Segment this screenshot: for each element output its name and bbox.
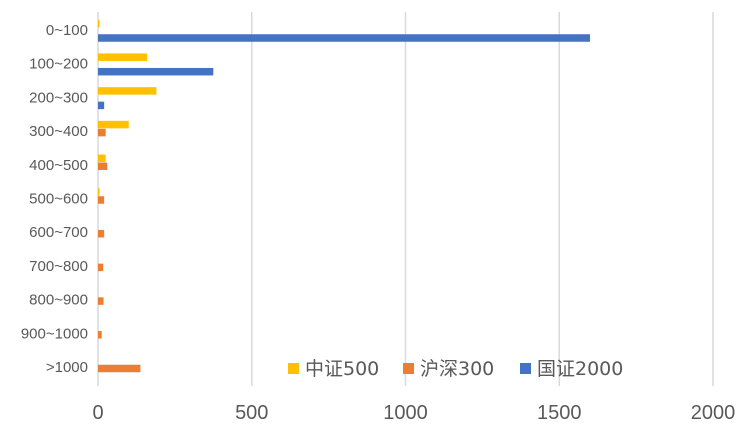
bar-zz500-3 — [98, 120, 129, 129]
bar-zz500-4 — [98, 154, 106, 163]
category-label: 800~900 — [29, 292, 88, 309]
x-tick-label: 2000 — [691, 402, 736, 424]
bar-zz500-1 — [98, 53, 148, 61]
category-label: 200~300 — [29, 89, 88, 106]
category-label: 500~600 — [29, 191, 88, 208]
category-label: 0~100 — [46, 22, 88, 39]
legend-label: 中证500 — [305, 358, 379, 380]
x-tick-label: 1000 — [383, 402, 428, 424]
bar-hs300-6 — [98, 229, 105, 238]
bar-hs300-4 — [98, 162, 108, 171]
category-label: 700~800 — [29, 258, 88, 275]
bar-gz2000-2 — [98, 101, 105, 110]
x-tick-labels: 0 500 1000 1500 2000 — [92, 402, 735, 424]
bar-hs300-5 — [98, 196, 105, 204]
bar-hs300-9 — [98, 331, 102, 339]
legend-label: 国证2000 — [537, 358, 623, 380]
category-label: 400~500 — [29, 157, 88, 174]
category-label: 600~700 — [29, 224, 88, 241]
bar-hs300-8 — [98, 297, 104, 305]
x-tick-label: 500 — [235, 402, 268, 424]
category-label: 100~200 — [29, 56, 88, 73]
legend-swatch — [520, 363, 531, 374]
legend-label: 沪深300 — [420, 358, 494, 380]
category-label: 900~1000 — [21, 325, 88, 342]
x-tick-label: 1500 — [537, 402, 582, 424]
bar-zz500-5 — [98, 188, 100, 196]
legend-swatch — [288, 363, 299, 374]
x-tick-label: 0 — [92, 402, 103, 424]
legend-item-gz2000: 国证2000 — [520, 358, 623, 380]
legend: 中证500 沪深300 国证2000 — [288, 358, 623, 380]
category-label: 300~400 — [29, 123, 88, 140]
legend-swatch — [403, 363, 414, 374]
bar-gz2000-0 — [98, 34, 590, 42]
legend-item-hs300: 沪深300 — [403, 358, 494, 380]
category-label: >1000 — [46, 359, 88, 376]
bar-zz500-2 — [98, 87, 157, 95]
bars — [98, 19, 590, 373]
category-labels: 0~100 100~200 200~300 300~400 400~500 500~600… — [21, 22, 88, 376]
bar-hs300-10 — [98, 364, 141, 373]
bar-zz500-0 — [98, 19, 100, 28]
bar-hs300-3 — [98, 128, 106, 137]
bar-hs300-7 — [98, 263, 104, 272]
grid-lines — [97, 12, 714, 386]
legend-item-zz500: 中证500 — [288, 358, 379, 380]
bar-gz2000-1 — [98, 67, 214, 76]
